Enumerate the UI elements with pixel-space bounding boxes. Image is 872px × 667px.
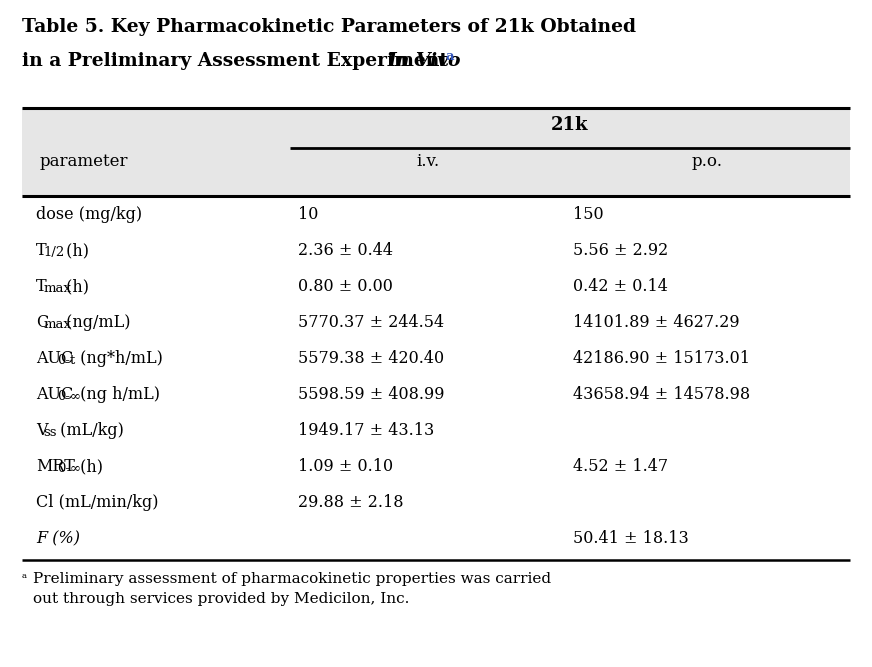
Text: dose (mg/kg): dose (mg/kg)	[36, 206, 142, 223]
Text: (ng*h/mL): (ng*h/mL)	[75, 350, 163, 367]
Text: 0-t: 0-t	[58, 354, 76, 367]
Text: max: max	[43, 318, 72, 331]
Text: 1949.17 ± 43.13: 1949.17 ± 43.13	[298, 422, 434, 439]
Text: 21k: 21k	[551, 116, 589, 134]
Text: a: a	[445, 50, 453, 63]
Text: Preliminary assessment of pharmacokinetic properties was carried: Preliminary assessment of pharmacokineti…	[33, 572, 551, 586]
Text: 1/2: 1/2	[43, 246, 65, 259]
Text: parameter: parameter	[40, 153, 128, 170]
Text: out through services provided by Medicilon, Inc.: out through services provided by Medicil…	[33, 592, 409, 606]
Text: 0-∞: 0-∞	[58, 462, 81, 475]
Text: 5598.59 ± 408.99: 5598.59 ± 408.99	[298, 386, 445, 403]
Text: T: T	[36, 278, 46, 295]
Text: MRT: MRT	[36, 458, 75, 475]
Text: 0.42 ± 0.14: 0.42 ± 0.14	[573, 278, 668, 295]
Text: 10: 10	[298, 206, 318, 223]
Text: ᵃ: ᵃ	[22, 572, 27, 586]
Text: 29.88 ± 2.18: 29.88 ± 2.18	[298, 494, 404, 511]
Text: 0-∞: 0-∞	[58, 390, 81, 403]
Text: 5579.38 ± 420.40: 5579.38 ± 420.40	[298, 350, 444, 367]
Text: (h): (h)	[61, 242, 89, 259]
Text: 14101.89 ± 4627.29: 14101.89 ± 4627.29	[573, 314, 739, 331]
Text: F (%): F (%)	[36, 530, 80, 547]
Text: 5.56 ± 2.92: 5.56 ± 2.92	[573, 242, 668, 259]
Text: 5770.37 ± 244.54: 5770.37 ± 244.54	[298, 314, 444, 331]
Text: 0.80 ± 0.00: 0.80 ± 0.00	[298, 278, 393, 295]
Text: AUC: AUC	[36, 386, 73, 403]
Text: (ng h/mL): (ng h/mL)	[75, 386, 160, 403]
Text: (h): (h)	[75, 458, 103, 475]
Text: C: C	[36, 314, 48, 331]
Text: AUC: AUC	[36, 350, 73, 367]
Text: (ng/mL): (ng/mL)	[61, 314, 130, 331]
Text: 42186.90 ± 15173.01: 42186.90 ± 15173.01	[573, 350, 750, 367]
Text: T: T	[36, 242, 46, 259]
Text: In Vivo: In Vivo	[387, 52, 460, 70]
Bar	[22, 108, 850, 198]
Text: ss: ss	[43, 426, 57, 439]
Text: p.o.: p.o.	[692, 153, 723, 170]
Text: 1.09 ± 0.10: 1.09 ± 0.10	[298, 458, 393, 475]
Text: 150: 150	[573, 206, 603, 223]
Text: 2.36 ± 0.44: 2.36 ± 0.44	[298, 242, 393, 259]
Text: 4.52 ± 1.47: 4.52 ± 1.47	[573, 458, 668, 475]
Text: 43658.94 ± 14578.98: 43658.94 ± 14578.98	[573, 386, 750, 403]
Text: 50.41 ± 18.13: 50.41 ± 18.13	[573, 530, 689, 547]
Text: i.v.: i.v.	[416, 153, 439, 170]
Text: Cl (mL/min/kg): Cl (mL/min/kg)	[36, 494, 159, 511]
Text: V: V	[36, 422, 47, 439]
Text: Table 5. Key Pharmacokinetic Parameters of 21k Obtained: Table 5. Key Pharmacokinetic Parameters …	[22, 18, 637, 36]
Text: (mL/kg): (mL/kg)	[55, 422, 124, 439]
Text: max: max	[43, 282, 72, 295]
Text: (h): (h)	[61, 278, 89, 295]
Text: in a Preliminary Assessment Experiment: in a Preliminary Assessment Experiment	[22, 52, 454, 70]
